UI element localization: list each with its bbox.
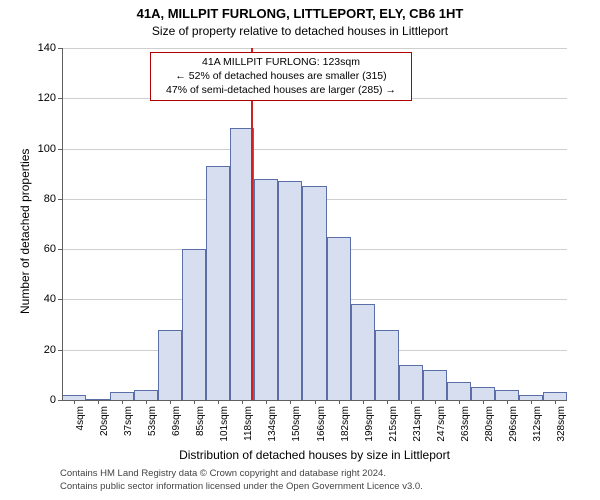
histogram-bar	[351, 304, 375, 400]
x-tick-label: 69sqm	[170, 406, 182, 436]
histogram-bar	[110, 392, 134, 400]
histogram-bar	[278, 181, 302, 400]
histogram-bar	[134, 390, 158, 400]
histogram-bar	[399, 365, 423, 400]
histogram-bar	[206, 166, 230, 400]
x-tick-label: 182sqm	[339, 406, 351, 442]
annotation-box: 41A MILLPIT FURLONG: 123sqm ← 52% of det…	[150, 52, 412, 101]
x-tick-label: 231sqm	[411, 406, 423, 442]
histogram-bar	[471, 387, 495, 400]
histogram-bar	[423, 370, 447, 400]
page-subtitle: Size of property relative to detached ho…	[0, 24, 600, 38]
histogram-bar	[375, 330, 399, 400]
gridline	[62, 48, 567, 49]
x-tick-label: 20sqm	[98, 406, 110, 436]
x-tick-label: 263sqm	[459, 406, 471, 442]
x-tick-label: 134sqm	[266, 406, 278, 442]
x-tick-label: 312sqm	[531, 406, 543, 442]
histogram-bar	[302, 186, 326, 400]
x-tick-label: 328sqm	[555, 406, 567, 442]
annotation-line1: 41A MILLPIT FURLONG: 123sqm	[157, 55, 405, 69]
footer-text: Contains HM Land Registry data © Crown c…	[60, 468, 423, 494]
x-tick-label: 37sqm	[122, 406, 134, 436]
histogram-bar	[254, 179, 278, 400]
annotation-line3: 47% of semi-detached houses are larger (…	[157, 83, 405, 97]
x-tick-label: 296sqm	[507, 406, 519, 442]
histogram-bar	[158, 330, 182, 400]
footer-line2: Contains public sector information licen…	[60, 481, 423, 494]
histogram-bar	[543, 392, 567, 400]
x-tick-label: 118sqm	[242, 406, 254, 441]
histogram-bar	[447, 382, 471, 400]
x-tick-label: 53sqm	[146, 406, 158, 436]
histogram-bar	[495, 390, 519, 400]
x-tick-label: 101sqm	[218, 406, 230, 442]
x-tick-label: 280sqm	[483, 406, 495, 442]
gridline	[62, 149, 567, 150]
histogram-bar	[327, 237, 351, 400]
page-title: 41A, MILLPIT FURLONG, LITTLEPORT, ELY, C…	[0, 6, 600, 21]
y-axis-label: Number of detached properties	[18, 149, 32, 314]
x-tick-label: 215sqm	[387, 406, 399, 442]
x-axis-label: Distribution of detached houses by size …	[62, 448, 567, 462]
x-tick-label: 247sqm	[435, 406, 447, 442]
x-tick-label: 4sqm	[74, 406, 86, 430]
x-tick-label: 85sqm	[194, 406, 206, 436]
reference-line	[251, 48, 253, 400]
x-tick-label: 199sqm	[363, 406, 375, 442]
x-tick-label: 166sqm	[315, 406, 327, 442]
annotation-line2: ← 52% of detached houses are smaller (31…	[157, 69, 405, 83]
histogram-plot: 0204060801001201404sqm20sqm37sqm53sqm69s…	[62, 48, 567, 400]
x-tick-label: 150sqm	[290, 406, 302, 442]
histogram-bar	[182, 249, 206, 400]
footer-line1: Contains HM Land Registry data © Crown c…	[60, 468, 423, 481]
